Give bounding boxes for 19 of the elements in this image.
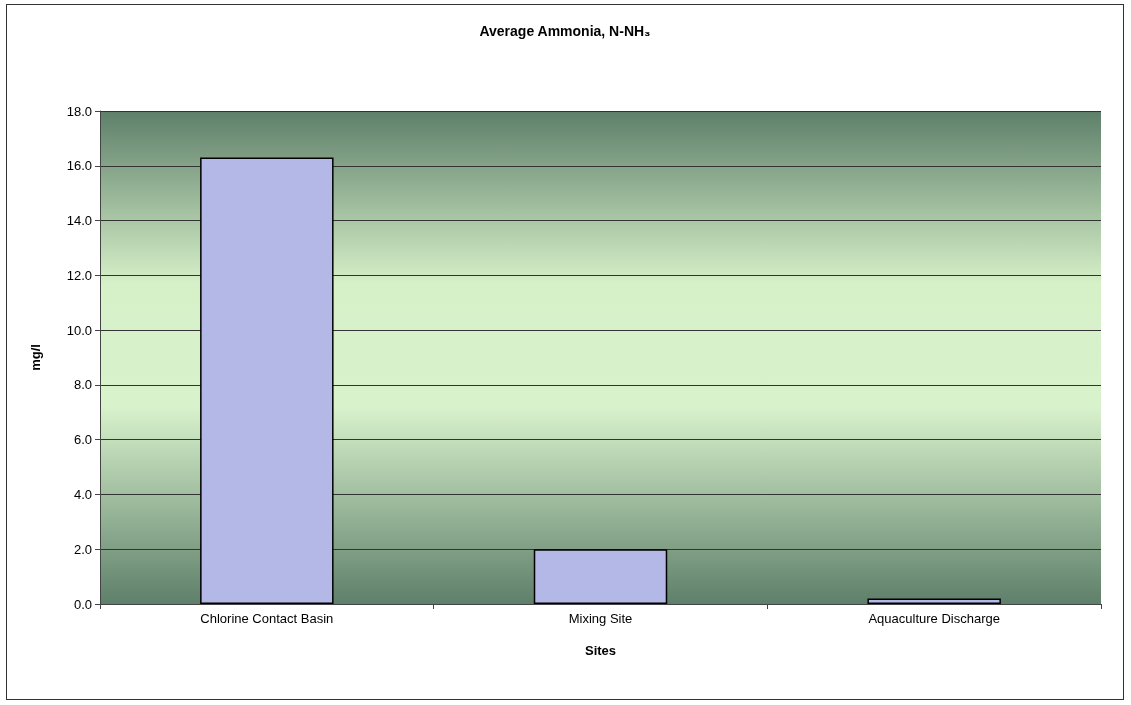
y-tick-label: 8.0 [73, 377, 92, 393]
y-tick-label: 6.0 [73, 432, 92, 448]
y-tick-label: 2.0 [73, 541, 92, 557]
bar [533, 549, 668, 604]
x-tick-label: Mixing Site [568, 611, 633, 626]
y-tick-label: 10.0 [66, 322, 92, 338]
y-tick-label: 0.0 [73, 596, 92, 612]
bar [200, 157, 334, 604]
y-tick-label: 16.0 [66, 158, 92, 174]
x-axis-title: Sites [584, 643, 617, 658]
bar [867, 598, 1001, 604]
y-tick-label: 14.0 [66, 213, 92, 229]
y-axis-title: mg/l [28, 344, 43, 371]
x-tick-label: Chlorine Contact Basin [200, 611, 334, 626]
x-tick-label: Aquaculture Discharge [868, 611, 1000, 626]
y-tick-label: 4.0 [73, 486, 92, 502]
y-tick-label: 12.0 [66, 267, 92, 283]
y-tick-label: 18.0 [66, 103, 92, 119]
chart-title: Average Ammonia, N-NH₃ [479, 23, 651, 39]
